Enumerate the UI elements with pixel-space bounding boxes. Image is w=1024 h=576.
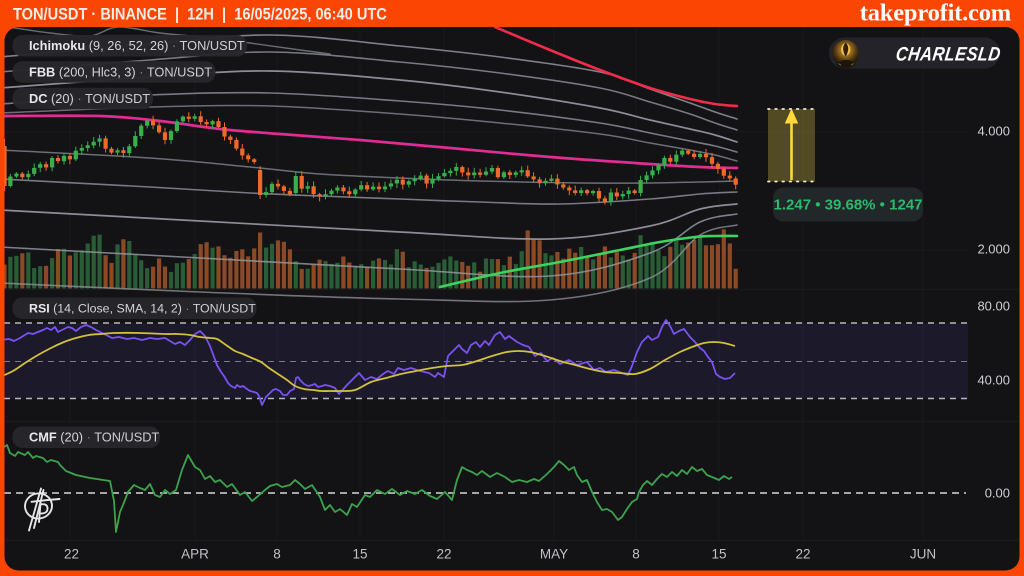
svg-text:FBB (200, Hlc3, 3) · TON/USDT: FBB (200, Hlc3, 3) · TON/USDT (29, 64, 212, 79)
svg-text:TON/USDT · BINANCE | 12H |: TON/USDT · BINANCE | 12H | 16/05/2025, 0… (13, 6, 387, 24)
svg-text:CHARLESLD: CHARLESLD (895, 43, 1003, 65)
svg-text:JUN: JUN (910, 547, 936, 562)
svg-text:22: 22 (64, 547, 79, 562)
svg-text:DC (20) · TON/USDT: DC (20) · TON/USDT (29, 91, 150, 106)
svg-text:40.00: 40.00 (977, 373, 1010, 388)
svg-text:takeprofit.com: takeprofit.com (860, 0, 1011, 27)
svg-text:APR: APR (181, 547, 209, 562)
svg-text:8: 8 (632, 547, 640, 562)
svg-text:15: 15 (711, 547, 726, 562)
svg-text:80.00: 80.00 (977, 299, 1010, 314)
svg-text:0.00: 0.00 (985, 486, 1010, 501)
svg-text:15: 15 (352, 547, 367, 562)
svg-text:MAY: MAY (540, 547, 568, 562)
svg-text:22: 22 (436, 547, 451, 562)
svg-text:1.247 • 39.68% • 1247: 1.247 • 39.68% • 1247 (774, 197, 923, 214)
svg-text:CMF (20) · TON/USDT: CMF (20) · TON/USDT (29, 430, 160, 445)
svg-text:2.000: 2.000 (977, 242, 1010, 257)
svg-text:8: 8 (273, 547, 281, 562)
svg-text:22: 22 (795, 547, 810, 562)
svg-text:4.000: 4.000 (977, 124, 1010, 139)
svg-text:Ichimoku (9, 26, 52, 26) · TON: Ichimoku (9, 26, 52, 26) · TON/USDT (29, 38, 245, 53)
svg-text:RSI (14, Close, SMA, 14, 2) ·: RSI (14, Close, SMA, 14, 2) · TON/USDT (29, 302, 256, 316)
